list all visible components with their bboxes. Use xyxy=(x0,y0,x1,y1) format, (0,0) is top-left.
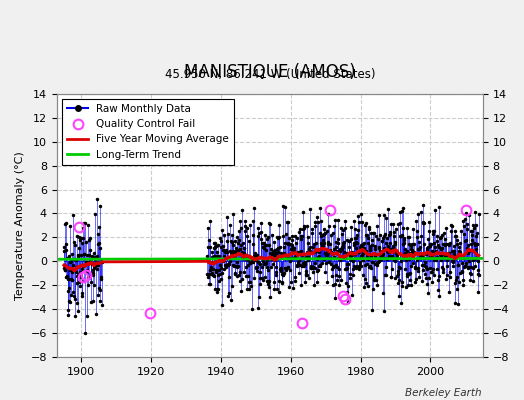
Text: 45.950 N, 86.241 W (United States): 45.950 N, 86.241 W (United States) xyxy=(165,68,375,81)
Y-axis label: Temperature Anomaly (°C): Temperature Anomaly (°C) xyxy=(15,151,25,300)
Legend: Raw Monthly Data, Quality Control Fail, Five Year Moving Average, Long-Term Tren: Raw Monthly Data, Quality Control Fail, … xyxy=(62,99,234,165)
Title: MANISTIQUE (AMOS): MANISTIQUE (AMOS) xyxy=(184,63,356,81)
Text: Berkeley Earth: Berkeley Earth xyxy=(406,388,482,398)
